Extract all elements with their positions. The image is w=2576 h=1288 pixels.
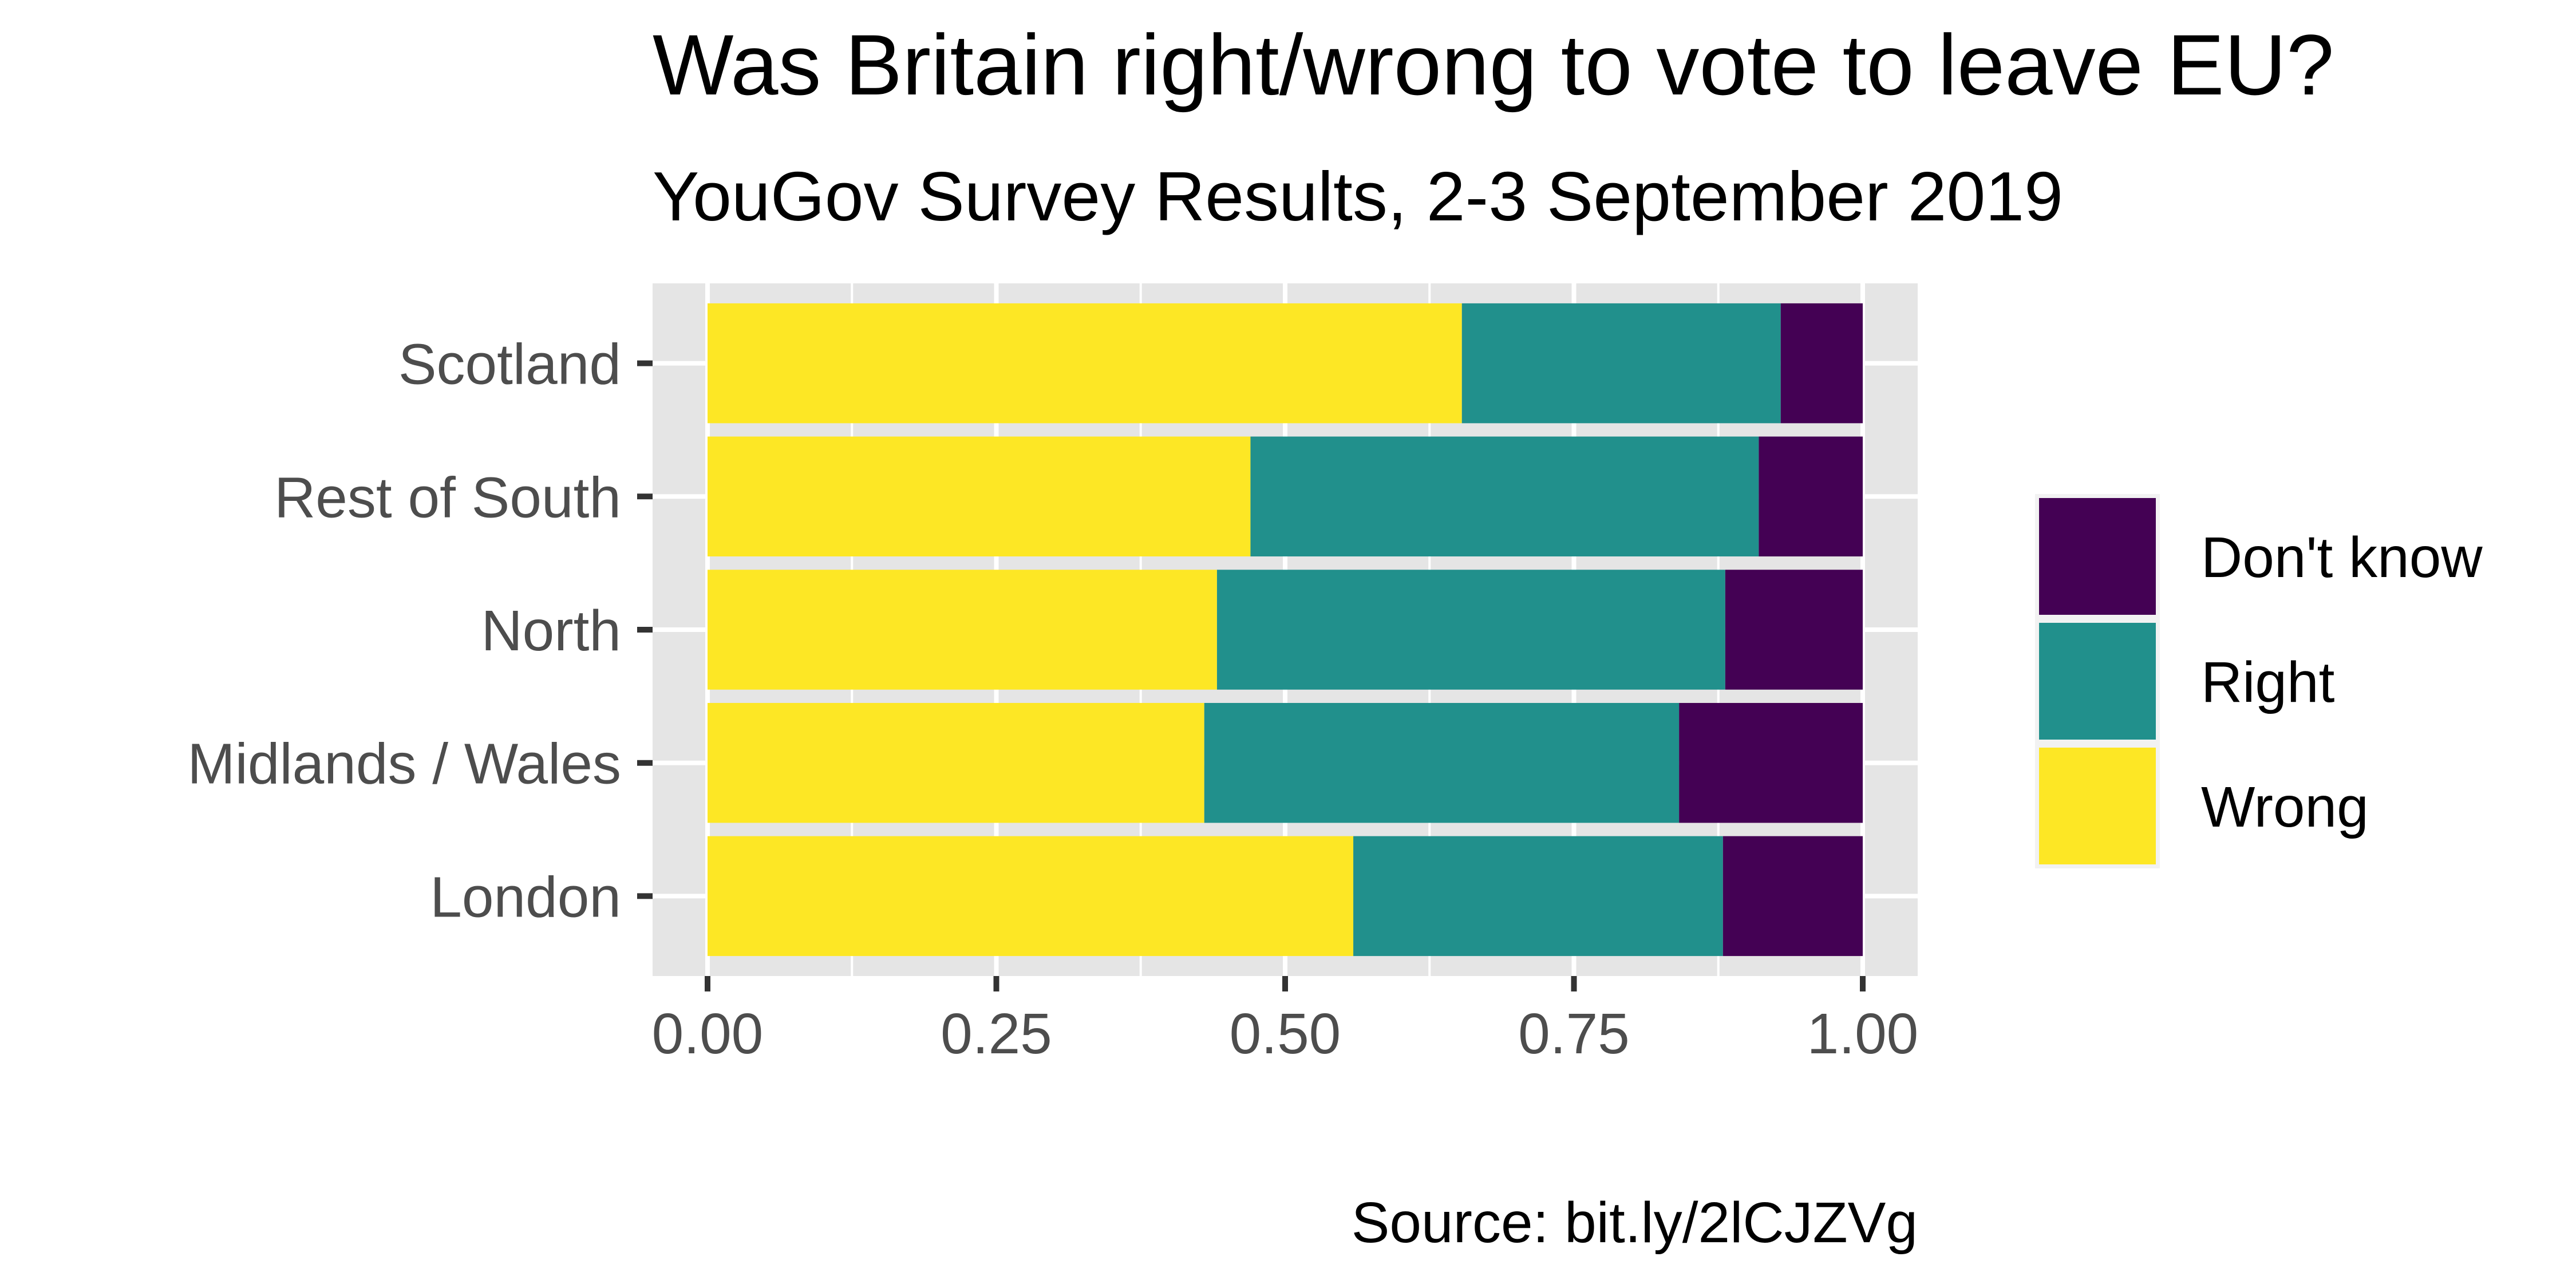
y-tick-label: London xyxy=(430,865,621,929)
bar-don-t-know-rest-of-south xyxy=(1759,436,1863,557)
legend: Don't know Right Wrong xyxy=(2035,494,2483,868)
y-tick-label: Midlands / Wales xyxy=(187,732,621,796)
plot-panel xyxy=(653,283,1918,976)
x-tick-label: 0.25 xyxy=(941,1002,1052,1066)
bars xyxy=(708,303,1863,957)
y-tick-label: Rest of South xyxy=(274,465,621,530)
bar-wrong-midlands-wales xyxy=(708,702,1204,823)
legend-label: Wrong xyxy=(2201,775,2369,839)
chart-title: Was Britain right/wrong to vote to leave… xyxy=(653,17,2334,113)
legend-key xyxy=(2039,623,2156,740)
bar-don-t-know-north xyxy=(1725,570,1863,690)
bar-right-north xyxy=(1216,570,1725,690)
legend-label: Don't know xyxy=(2201,526,2483,590)
bar-don-t-know-scotland xyxy=(1780,303,1863,424)
bar-wrong-north xyxy=(708,570,1217,690)
bar-wrong-rest-of-south xyxy=(708,436,1251,557)
x-tick-label: 0.50 xyxy=(1230,1002,1341,1066)
legend-label: Right xyxy=(2201,650,2335,714)
bar-don-t-know-london xyxy=(1722,836,1863,957)
bar-wrong-scotland xyxy=(708,303,1462,424)
chart-caption: Source: bit.ly/2lCJZVg xyxy=(1352,1191,1918,1255)
legend-key xyxy=(2039,498,2156,615)
y-tick-label: Scotland xyxy=(398,333,621,397)
x-tick-label: 0.75 xyxy=(1518,1002,1630,1066)
bar-don-t-know-midlands-wales xyxy=(1679,702,1863,823)
bar-right-midlands-wales xyxy=(1204,702,1680,823)
bar-wrong-london xyxy=(708,836,1354,957)
bar-right-rest-of-south xyxy=(1250,436,1759,557)
bar-right-london xyxy=(1353,836,1723,957)
bar-right-scotland xyxy=(1461,303,1781,424)
legend-key xyxy=(2039,748,2156,864)
x-tick-label: 0.00 xyxy=(652,1002,764,1066)
x-tick-label: 1.00 xyxy=(1807,1002,1919,1066)
chart-subtitle: YouGov Survey Results, 2-3 September 201… xyxy=(653,157,2063,235)
axes: 0.00 0.25 0.50 0.75 1.00 Scotland Rest of Sout… xyxy=(187,333,1918,1066)
y-tick-label: North xyxy=(481,599,621,663)
